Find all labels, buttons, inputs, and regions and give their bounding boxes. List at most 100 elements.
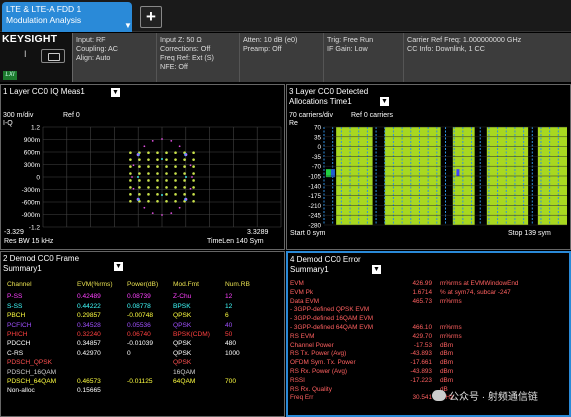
table-row[interactable]: RS Rx. Power (Avg) -43.893 dBm bbox=[290, 368, 569, 377]
tab-lte-modulation-analysis[interactable]: LTE & LTE-A FDD 1 Modulation Analysis ▼ bbox=[2, 2, 132, 32]
constellation-point bbox=[192, 172, 195, 175]
lxi-badge: LXI bbox=[3, 71, 17, 80]
constellation-point bbox=[183, 165, 186, 168]
watermark-text: 公众号 · 射频通信链 bbox=[449, 392, 538, 403]
sync-point bbox=[189, 164, 192, 167]
table-row[interactable]: C-RS 0.42970 0 QPSK 1000 bbox=[7, 349, 265, 358]
info-text: Preamp: Off bbox=[243, 44, 282, 53]
table-cell-evm bbox=[77, 368, 127, 377]
table-row[interactable]: OFDM Sym. Tx. Power -17.661 dBm bbox=[290, 359, 569, 368]
table-row[interactable]: EVM 426.99 m%rms at EVMWindowEnd bbox=[290, 280, 569, 289]
constellation-point bbox=[192, 179, 195, 182]
info-icon[interactable]: I bbox=[24, 49, 27, 59]
chevron-down-icon[interactable]: ▼ bbox=[114, 262, 123, 271]
table-cell-pwr: -0.00748 bbox=[127, 312, 154, 320]
y-tick-label: 0 bbox=[36, 175, 40, 182]
info-text: IF Gain: Low bbox=[327, 44, 368, 53]
table-cell-unit bbox=[432, 315, 569, 324]
scale-label: 70 carriers/div bbox=[289, 112, 333, 119]
table-cell-value: -17.53 bbox=[413, 341, 432, 349]
y-tick-label: -105 bbox=[308, 174, 321, 181]
table-row[interactable]: PHICH 0.32240 0.06740 BPSK(CDM) 50 bbox=[7, 330, 265, 339]
table-cell-evm: 0.34857 bbox=[77, 340, 101, 348]
sync-point bbox=[143, 206, 146, 209]
add-tab-button[interactable]: + bbox=[140, 6, 162, 28]
table-cell-pwr: 0.06740 bbox=[127, 331, 151, 339]
table-cell-rb: 12 bbox=[225, 302, 233, 310]
y-tick-label: -1.2 bbox=[29, 225, 41, 232]
table-cell-evm: 0.42970 bbox=[77, 349, 101, 357]
table-cell-ch: S-SS bbox=[7, 302, 23, 310]
table-cell-mod: QPSK bbox=[173, 340, 192, 348]
table-cell-label: Channel Power bbox=[290, 341, 334, 349]
constellation-point bbox=[174, 193, 177, 196]
constellation-point bbox=[147, 158, 150, 161]
table-cell-pwr: 0.08778 bbox=[127, 302, 151, 310]
panel-error-summary[interactable]: 4 Demod CC0 Error Summary1 ▼ EVM 426.99 m%… bbox=[286, 251, 571, 417]
table-row[interactable]: - 3GPP-defined 64QAM EVM 466.10 m%rms bbox=[290, 323, 569, 333]
table-row[interactable]: PCFICH 0.34528 0.05536 QPSK 40 bbox=[7, 321, 265, 330]
table-row[interactable]: Non-alloc 0.15665 bbox=[7, 386, 265, 395]
chevron-down-icon[interactable]: ▼ bbox=[111, 88, 120, 97]
table-cell-evm: 0.44222 bbox=[77, 302, 101, 310]
panel-frame-summary[interactable]: 2 Demod CC0 Frame Summary1 ▼ Channel EVM… bbox=[0, 251, 285, 417]
table-cell-rb: 700 bbox=[225, 378, 237, 386]
table-row[interactable]: Freq Err 30.541 mHz bbox=[290, 394, 569, 403]
table-cell-pwr: 0.05536 bbox=[127, 321, 151, 329]
panel-detected-allocations[interactable]: 3 Layer CC0 Detected Allocations Time1 ▼… bbox=[286, 84, 571, 250]
table-row[interactable]: S-SS 0.44222 0.08778 BPSK 12 bbox=[7, 302, 265, 311]
allocation-map-plot: 70 35 0 -35 -70 -105 -140 -175 -210 -245 -280 bbox=[308, 125, 567, 230]
table-cell-pwr: 0.08739 bbox=[127, 293, 151, 301]
y-tick-label: -245 bbox=[308, 213, 321, 220]
table-row[interactable]: Channel Power -17.53 dBm bbox=[290, 341, 569, 351]
sync-point bbox=[136, 198, 139, 201]
table-row[interactable]: - 3GPP-defined QPSK EVM bbox=[290, 306, 569, 315]
table-row[interactable]: RSSI -17.223 dBm bbox=[290, 377, 569, 386]
chevron-down-icon[interactable]: ▼ bbox=[124, 21, 132, 30]
info-text: Input Z: 50 Ω bbox=[160, 35, 202, 44]
constellation-point bbox=[183, 179, 186, 182]
table-cell-value: -17.661 bbox=[410, 359, 432, 367]
y-tick-label: -175 bbox=[308, 193, 321, 200]
table-row[interactable]: PDSCH_64QAM 0.46573 -0.01125 64QAM 700 bbox=[7, 377, 265, 386]
table-cell-unit: m%rms bbox=[440, 323, 462, 331]
constellation-point bbox=[165, 165, 168, 168]
info-text: NFE: Off bbox=[160, 62, 188, 71]
table-cell-mod: QPSK bbox=[173, 359, 192, 367]
table-cell-evm: 0.15665 bbox=[77, 387, 101, 395]
table-row[interactable]: RS Rx. Quality dB bbox=[290, 385, 569, 395]
input-settings[interactable]: Input: RF Coupling: AC Align: Auto bbox=[73, 33, 157, 82]
trigger-settings[interactable]: Trig: Free Run IF Gain: Low bbox=[324, 33, 404, 82]
carrier-settings[interactable]: Carrier Ref Freq: 1.000000000 GHz CC Inf… bbox=[404, 33, 571, 82]
table-row[interactable]: PDSCH_QPSK QPSK bbox=[7, 358, 265, 367]
table-cell-unit: m%rms at EVMWindowEnd bbox=[440, 280, 519, 287]
constellation-point bbox=[183, 186, 186, 189]
table-row[interactable]: - 3GPP-defined 16QAM EVM bbox=[290, 315, 569, 324]
y-tick-label: -900m bbox=[22, 212, 40, 219]
table-row[interactable]: RS EVM 429.70 m%rms bbox=[290, 333, 569, 342]
table-cell-label: - 3GPP-defined QPSK EVM bbox=[290, 306, 370, 314]
constellation-point bbox=[165, 186, 168, 189]
message-icon[interactable] bbox=[41, 49, 65, 63]
panel-iq-meas[interactable]: 1 Layer CC0 IQ Meas1 ▼ 300 m/div Ref 0 I… bbox=[0, 84, 285, 250]
table-row[interactable]: Data EVM 465.73 m%rms bbox=[290, 297, 569, 307]
table-cell-unit: % at sym74, subcar -247 bbox=[440, 288, 511, 296]
constellation-point bbox=[147, 165, 150, 168]
chevron-down-icon[interactable]: ▼ bbox=[372, 265, 381, 274]
table-row[interactable]: EVM Pk 1.6714 % at sym74, subcar -247 bbox=[290, 288, 569, 298]
table-cell-unit: m%rms bbox=[440, 297, 462, 305]
table-row[interactable]: RS Tx. Power (Avg) -43.893 dBm bbox=[290, 350, 569, 359]
y-tick-label: -70 bbox=[312, 164, 322, 171]
table-row[interactable]: PDCCH 0.34857 -0.01039 QPSK 480 bbox=[7, 339, 265, 348]
constellation-point bbox=[165, 172, 168, 175]
constellation-point bbox=[138, 186, 141, 189]
chevron-down-icon[interactable]: ▼ bbox=[380, 97, 389, 106]
table-row[interactable]: PDSCH_16QAM 16QAM bbox=[7, 368, 265, 377]
table-row[interactable]: PBCH 0.29857 -0.00748 QPSK 6 bbox=[7, 311, 265, 320]
table-cell-label: RS Rx. Quality bbox=[290, 385, 332, 393]
info-text: Trig: Free Run bbox=[327, 35, 374, 44]
corrections-settings[interactable]: Input Z: 50 Ω Corrections: Off Freq Ref:… bbox=[157, 33, 240, 82]
sync-marker bbox=[325, 169, 331, 178]
table-row[interactable]: P-SS 0.42489 0.08739 Z-Chu 12 bbox=[7, 292, 265, 301]
attenuation-settings[interactable]: Atten: 10 dB (e0) Preamp: Off bbox=[240, 33, 324, 82]
